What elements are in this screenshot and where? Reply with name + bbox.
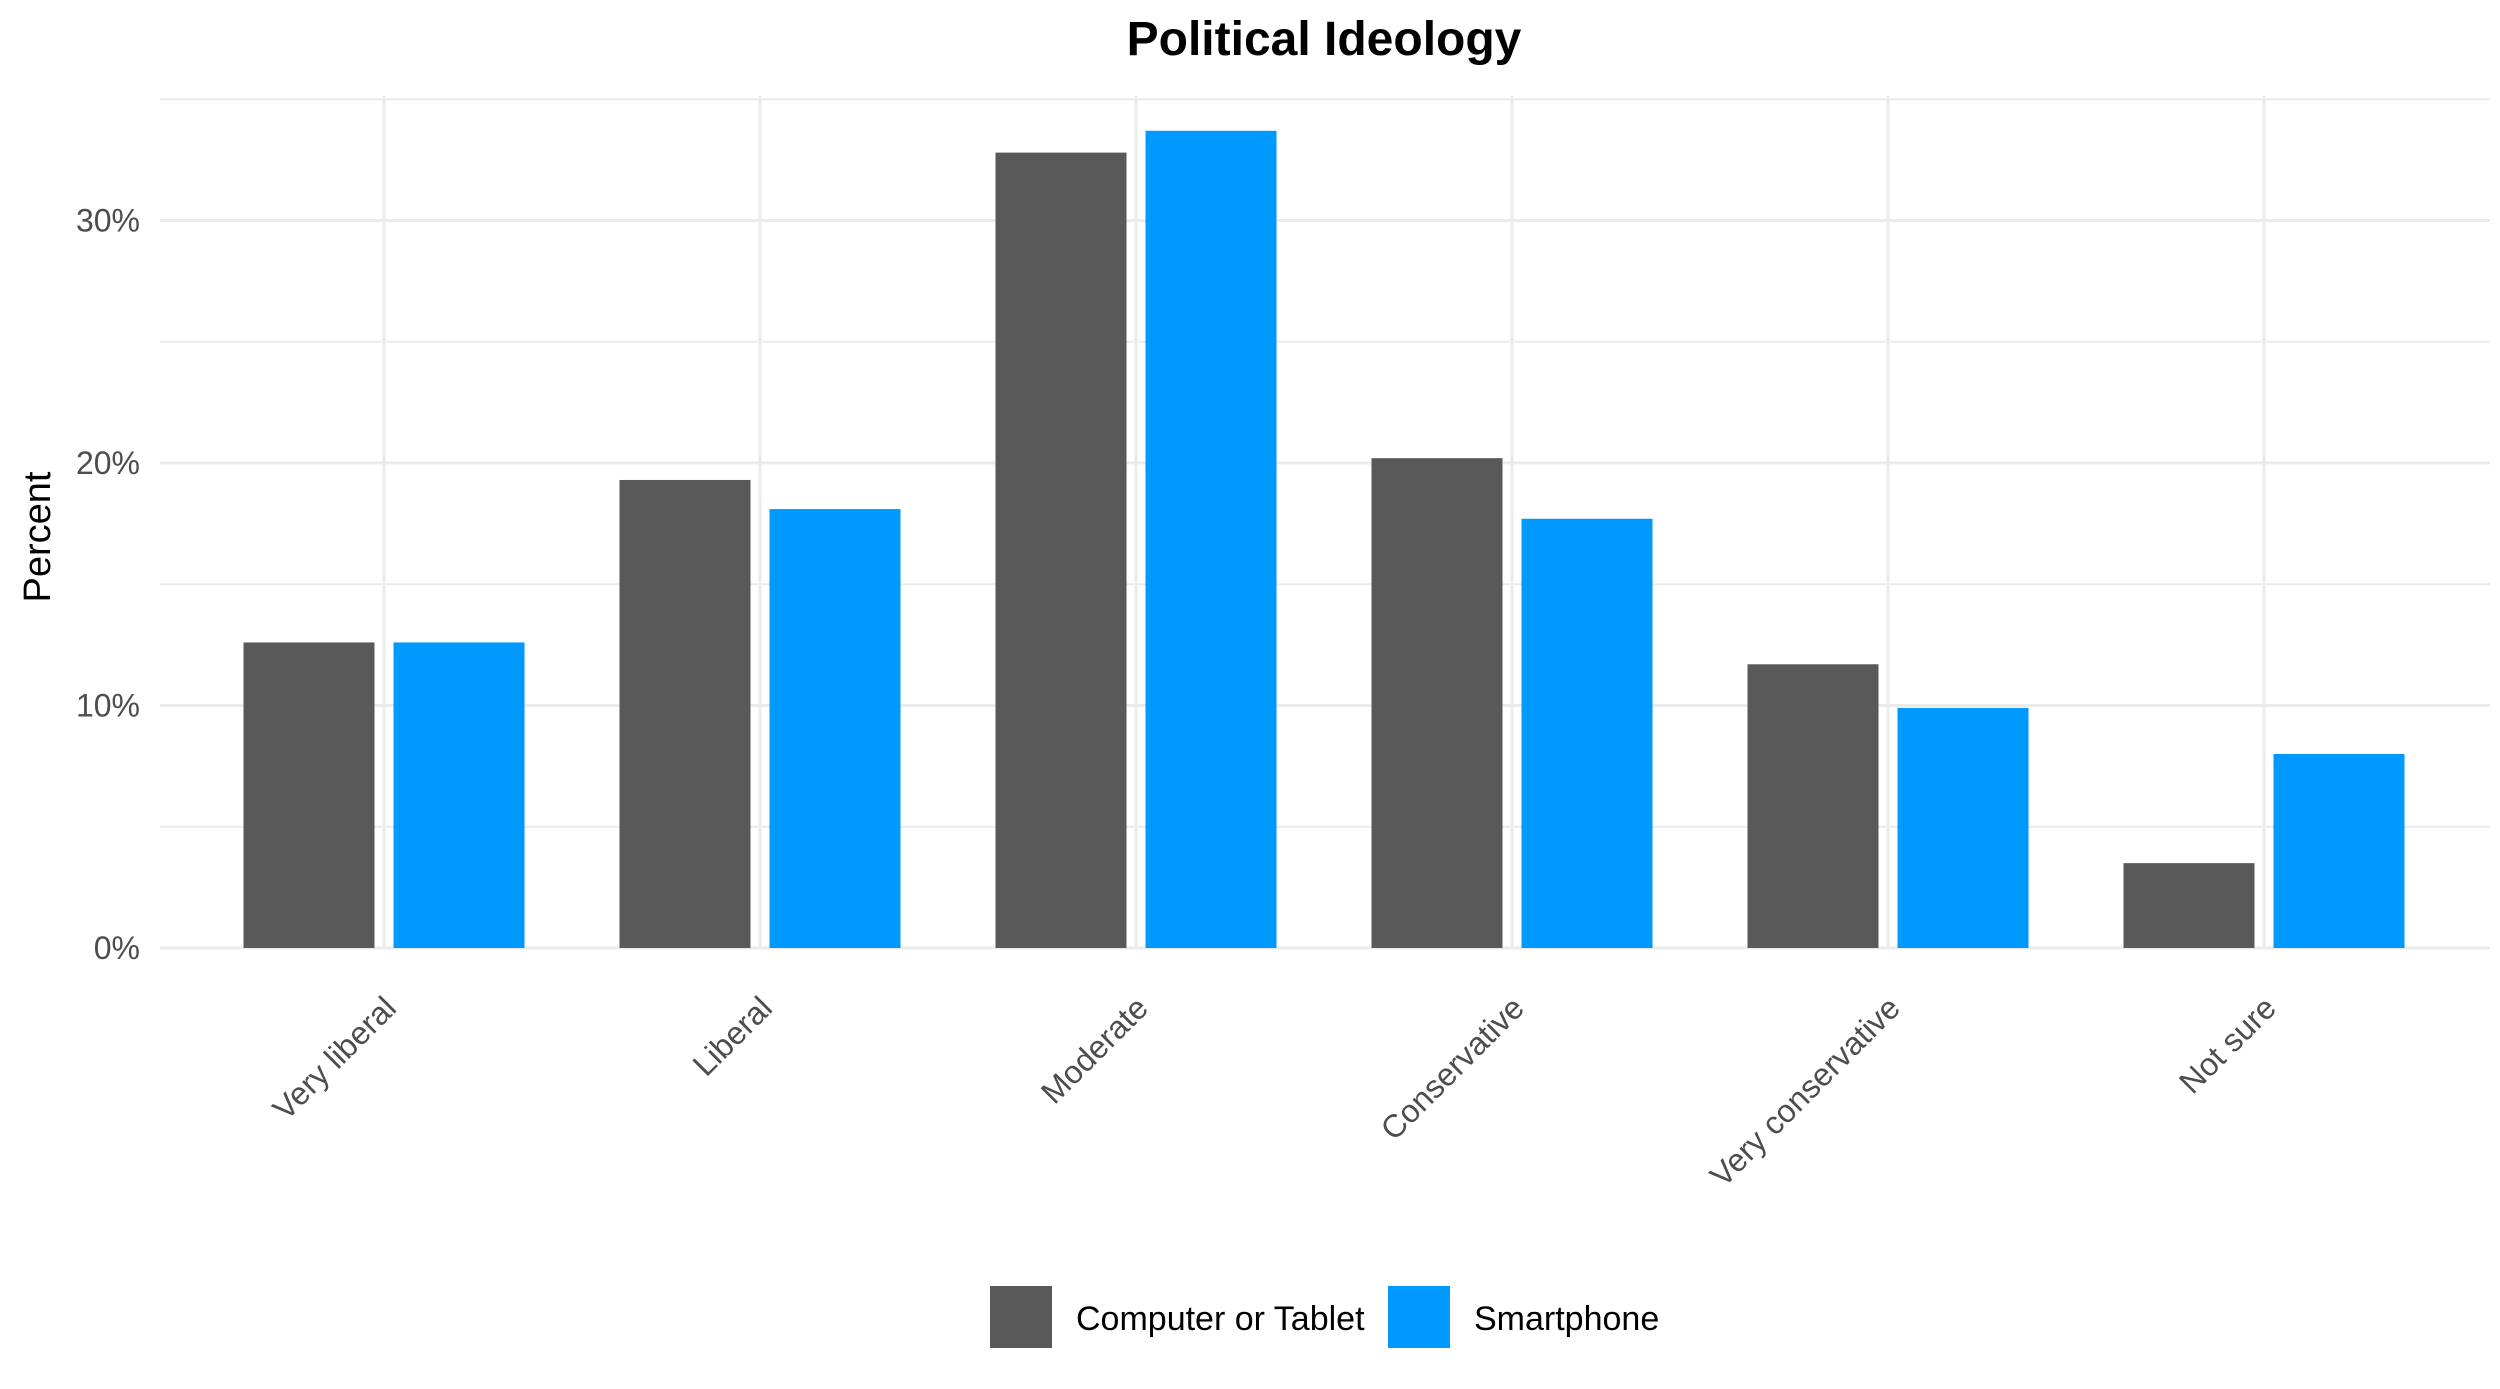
legend: Computer or Tablet Smartphone: [990, 1286, 1659, 1348]
bar-smartphone-liberal: [769, 509, 901, 948]
bar-smartphone-moderate: [1145, 130, 1277, 948]
bar-computer-or-tablet-moderate: [995, 152, 1127, 949]
bar-computer-or-tablet-liberal: [619, 479, 751, 948]
grid-lines: [160, 96, 2490, 950]
x-tick-label: Moderate: [1034, 989, 1155, 1110]
bar-smartphone-not-sure: [2273, 754, 2405, 948]
bar-computer-or-tablet-not-sure: [2123, 863, 2255, 948]
y-tick-label: 0%: [94, 930, 140, 966]
bar-smartphone-very-conservative: [1897, 707, 2029, 948]
legend-label-computer-or-tablet: Computer or Tablet: [1076, 1300, 1365, 1338]
x-tick-label: Very conservative: [1703, 989, 1907, 1193]
bars: [243, 130, 2405, 949]
x-tick-label: Conservative: [1373, 989, 1531, 1147]
legend-swatch-computer-or-tablet: [990, 1286, 1052, 1348]
legend-label-smartphone: Smartphone: [1474, 1300, 1659, 1338]
chart-title: Political Ideology: [1127, 13, 1522, 66]
y-axis-ticks: 0% 10% 20% 30%: [76, 203, 140, 967]
bar-smartphone-very-liberal: [393, 642, 525, 948]
legend-swatch-smartphone: [1388, 1286, 1450, 1348]
bar-smartphone-conservative: [1521, 518, 1653, 948]
x-tick-label: Not sure: [2172, 989, 2283, 1100]
bar-computer-or-tablet-very-liberal: [243, 642, 375, 948]
x-axis-ticks: Very liberal Liberal Moderate Conservative V…: [266, 989, 2283, 1193]
y-tick-label: 30%: [76, 203, 140, 239]
y-tick-label: 20%: [76, 445, 140, 481]
y-axis-label: Percent: [17, 471, 59, 602]
bar-computer-or-tablet-very-conservative: [1747, 664, 1879, 948]
x-tick-label: Very liberal: [266, 989, 403, 1126]
y-tick-label: 10%: [76, 688, 140, 724]
bar-computer-or-tablet-conservative: [1371, 458, 1503, 948]
x-tick-label: Liberal: [686, 989, 779, 1082]
